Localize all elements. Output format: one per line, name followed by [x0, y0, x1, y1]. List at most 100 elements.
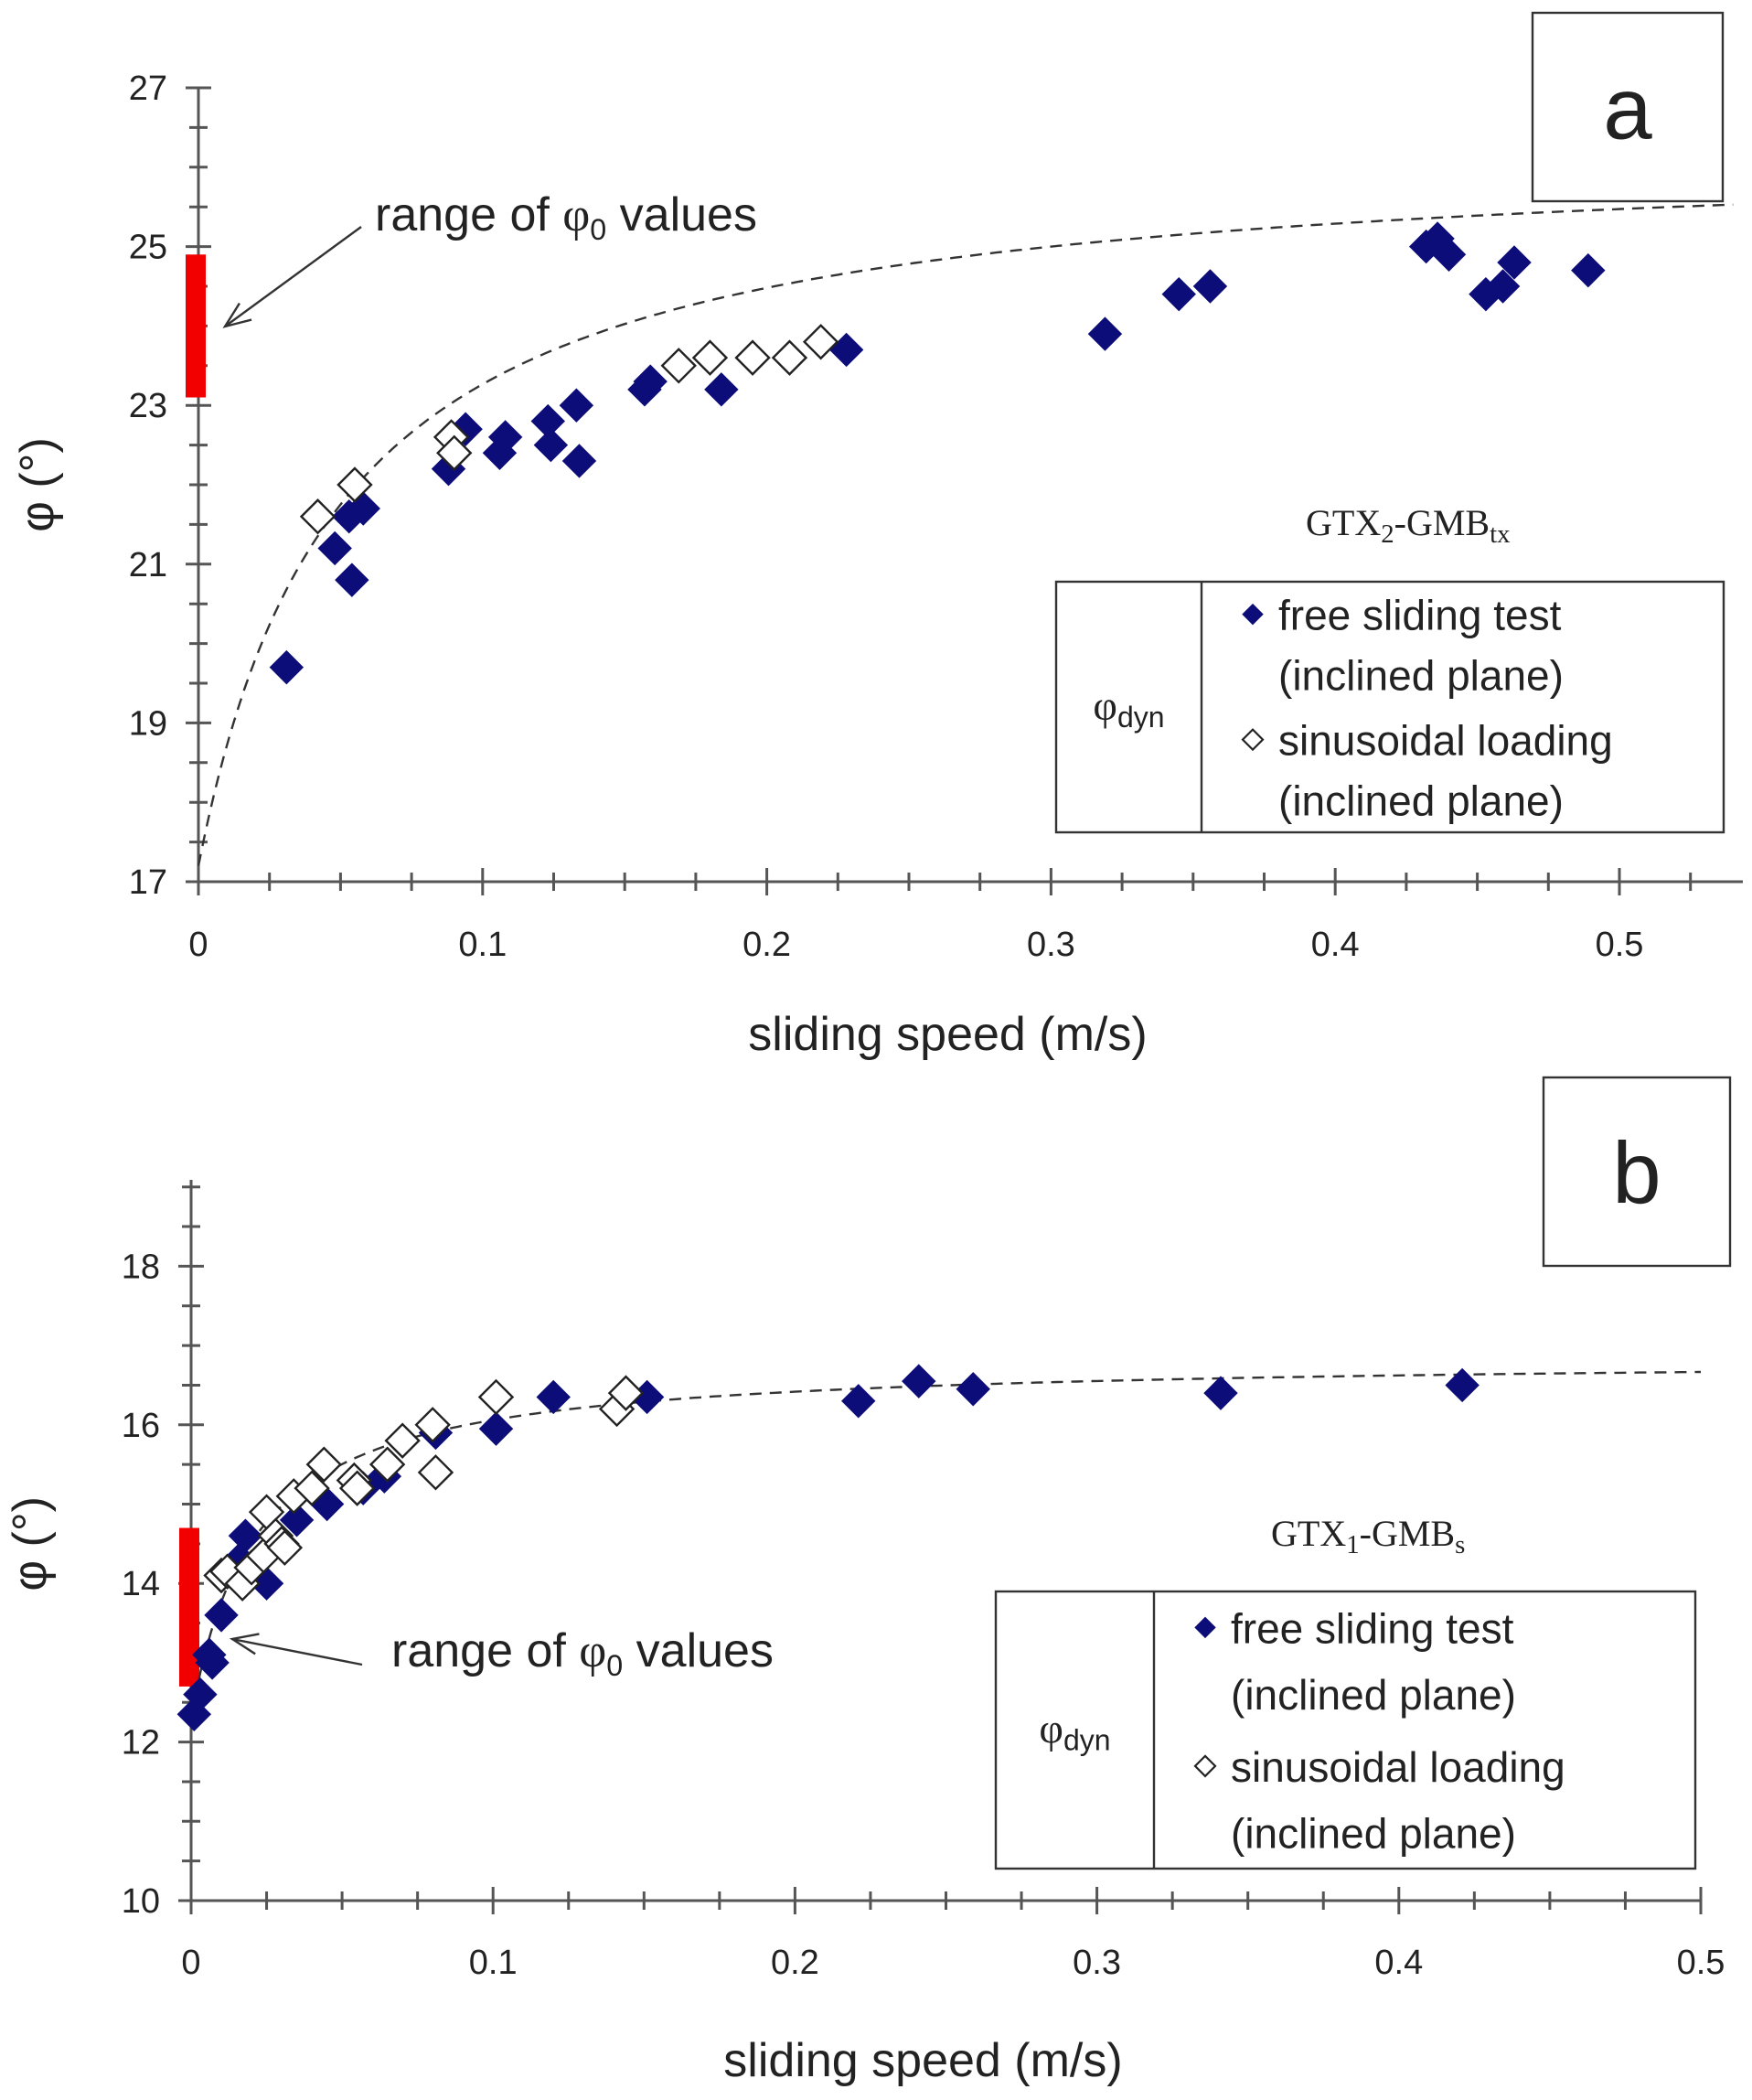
free-sliding-point [487, 420, 523, 455]
y-tick-label: 25 [129, 229, 167, 267]
range-annotation-arrow [224, 226, 362, 327]
x-tick-label: 0.5 [1677, 1944, 1725, 1982]
legend-entry-line2: (inclined plane) [1278, 651, 1564, 699]
free-sliding-point [1485, 269, 1521, 304]
free-sliding-point [561, 444, 597, 478]
y-tick-label: 23 [129, 387, 167, 425]
y-tick-label: 21 [129, 546, 167, 584]
free-sliding-point [1161, 276, 1196, 312]
free-sliding-point [633, 364, 668, 399]
range-annotation-symbol: φ [562, 189, 590, 241]
phi0-range-bar [186, 254, 206, 398]
legend-box [994, 1590, 1697, 1870]
range-annotation-post: values [623, 1624, 774, 1677]
material-label-part: -GMB [1360, 1513, 1455, 1554]
free-sliding-point [195, 1645, 230, 1680]
panel-label: b [1612, 1125, 1661, 1223]
free-sliding-point [1192, 269, 1228, 304]
legend-entry-line1: free sliding test [1278, 592, 1562, 639]
x-axis-title: sliding speed (m/s) [723, 2034, 1122, 2087]
range-annotation: range of φ0 values [391, 1624, 774, 1682]
range-annotation-pre: range of [391, 1624, 579, 1677]
x-tick-label: 0.3 [1027, 926, 1075, 964]
range-annotation-arrowhead [222, 302, 252, 328]
range-annotation-pre: range of [375, 188, 562, 241]
legend-box [1054, 580, 1725, 834]
material-label: GTX1-GMBs [1271, 1513, 1465, 1559]
range-annotation-symbol: φ [579, 1625, 606, 1677]
panel-label: a [1603, 60, 1652, 158]
sinusoidal-loading-point [338, 1470, 376, 1506]
free-sliding-point [1571, 252, 1606, 288]
material-label-part: GTX [1271, 1513, 1346, 1554]
sinusoidal-loading-point [734, 339, 771, 376]
material-label-part: -GMB [1394, 502, 1490, 543]
legend-entry-line2: (inclined plane) [1231, 1810, 1516, 1858]
free-sliding-point [269, 649, 304, 685]
sinusoidal-loading-point [299, 498, 337, 535]
x-tick-label: 0.3 [1073, 1944, 1121, 1982]
free-sliding-point [335, 562, 369, 597]
y-tick-label: 16 [122, 1407, 160, 1445]
x-axis-title: sliding speed (m/s) [748, 1008, 1147, 1061]
legend-symbol-subscript: dyn [1063, 1724, 1111, 1757]
sinusoidal-loading-point [771, 339, 808, 376]
x-tick-label: 0 [188, 926, 208, 964]
free-sliding-point [317, 530, 352, 566]
legend-entry-line1: free sliding test [1231, 1604, 1514, 1652]
fit-curve [197, 203, 1734, 866]
free-sliding-point [533, 427, 569, 463]
free-sliding-point [1497, 245, 1532, 280]
sinusoidal-loading-point [660, 348, 697, 384]
y-tick-label: 18 [122, 1248, 160, 1286]
y-tick-label: 14 [122, 1565, 160, 1603]
free-sliding-point [536, 1379, 571, 1415]
x-tick-label: 0.2 [742, 926, 791, 964]
range-annotation-subscript: 0 [590, 213, 606, 246]
range-annotation: range of φ0 values [375, 188, 757, 246]
free-sliding-point [183, 1677, 218, 1712]
free-sliding-point [902, 1364, 936, 1398]
y-tick-label: 10 [122, 1882, 160, 1921]
legend-entry-line1: sinusoidal loading [1278, 717, 1613, 765]
legend-symbol: φdyn [1093, 682, 1164, 734]
legend-symbol-base: φ [1093, 682, 1117, 729]
sinusoidal-loading-point [691, 339, 729, 376]
material-label-subscript: tx [1490, 520, 1511, 549]
material-label-subscript: 2 [1381, 520, 1394, 549]
free-sliding-point [1445, 1367, 1480, 1403]
legend-entry-line1: sinusoidal loading [1231, 1743, 1565, 1791]
x-tick-label: 0 [181, 1944, 200, 1982]
sinusoidal-loading-point [384, 1422, 421, 1459]
material-label: GTX2-GMBtx [1306, 502, 1511, 549]
legend-symbol-subscript: dyn [1117, 701, 1165, 734]
free-sliding-point [1203, 1376, 1238, 1410]
legend-filled-diamond-marker [1194, 1616, 1216, 1639]
free-sliding-point [841, 1384, 876, 1419]
sinusoidal-loading-point [414, 1407, 451, 1443]
panel-label-box [1531, 11, 1725, 203]
free-sliding-point [279, 1503, 315, 1538]
range-annotation-arrowhead [229, 1633, 260, 1655]
panel-label-box [1542, 1076, 1732, 1268]
legend-open-diamond-marker [1193, 1754, 1217, 1778]
y-tick-label: 19 [129, 704, 167, 743]
range-annotation-subscript: 0 [606, 1649, 623, 1682]
sinusoidal-loading-point [607, 1375, 645, 1411]
sinusoidal-loading-point [369, 1446, 406, 1483]
sinusoidal-loading-point [266, 1529, 304, 1566]
phi0-range-bar [179, 1527, 199, 1687]
sinusoidal-loading-point [305, 1446, 342, 1483]
chart-panel-a: 17 19 21 23 25 27 0 0.1 0.2 0.3 0.4 0.5 sliding spee… [11, 11, 1743, 1061]
x-tick-label: 0.4 [1374, 1944, 1423, 1982]
y-tick-label: 17 [129, 863, 167, 902]
x-tick-label: 0.5 [1596, 926, 1644, 964]
material-label-part: GTX [1306, 502, 1381, 543]
material-label-subscript: s [1455, 1530, 1465, 1559]
y-axis-title: φ (°) [4, 1496, 57, 1591]
free-sliding-point [1431, 237, 1467, 272]
legend: φdyn free sliding test (inclined plane) sin… [994, 1590, 1697, 1870]
sinusoidal-loading-point [477, 1378, 515, 1416]
free-sliding-point [559, 388, 594, 423]
